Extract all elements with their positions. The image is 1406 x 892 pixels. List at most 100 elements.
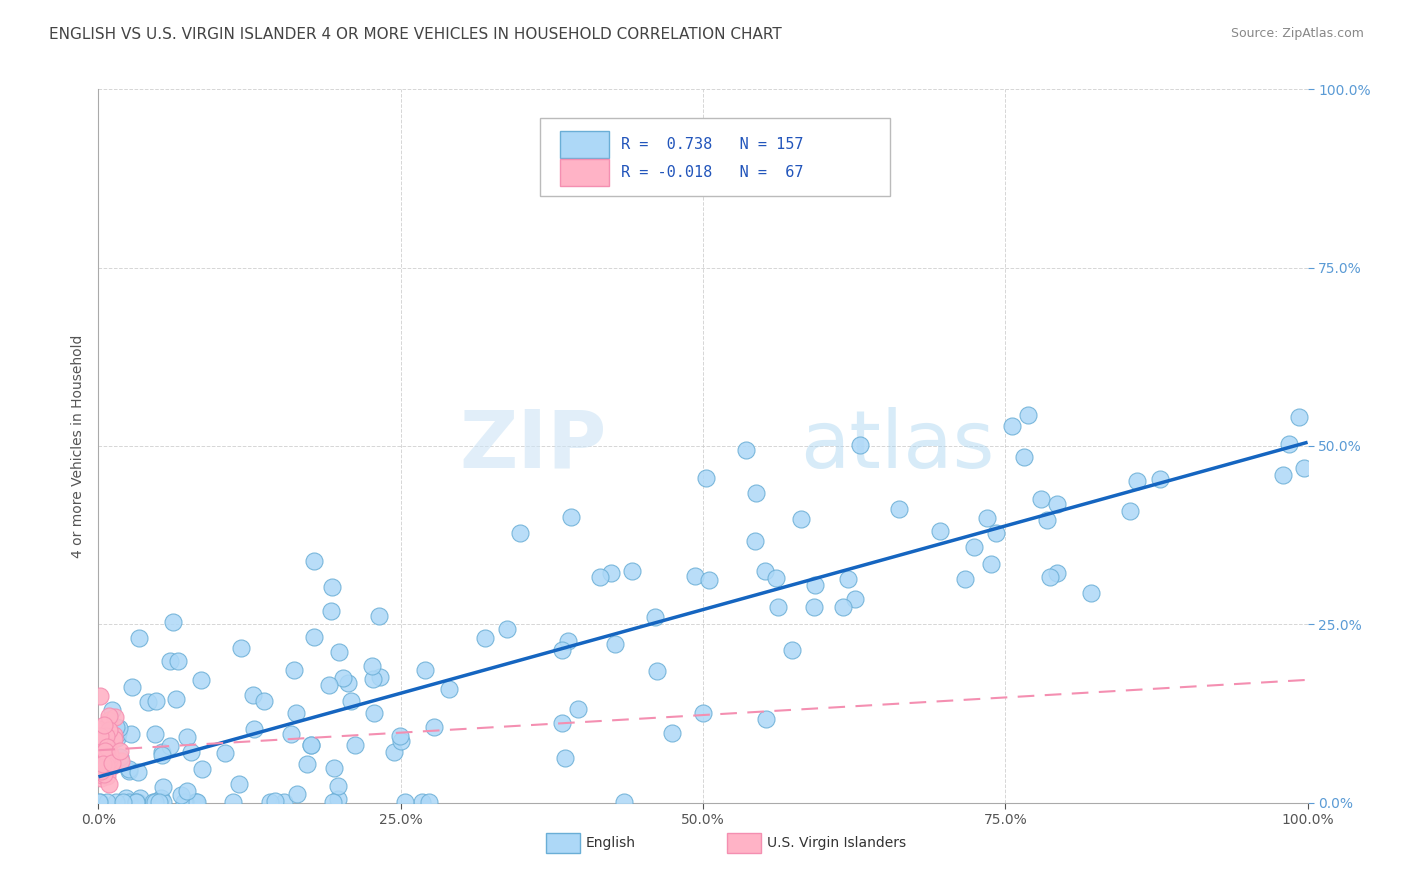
Point <box>280 726 302 740</box>
Point <box>89 731 111 745</box>
Point <box>108 750 131 764</box>
Point <box>149 791 172 805</box>
Point <box>94 746 117 760</box>
Point <box>692 706 714 720</box>
Point <box>162 615 184 629</box>
Point <box>394 795 416 809</box>
Point <box>127 765 149 780</box>
Point <box>152 780 174 795</box>
Text: English: English <box>586 836 636 850</box>
Point <box>136 695 159 709</box>
Point <box>754 564 776 578</box>
Point <box>93 765 115 780</box>
Point <box>90 760 112 774</box>
Point <box>87 763 110 777</box>
Point <box>360 659 382 673</box>
Point <box>228 777 250 791</box>
Point <box>166 654 188 668</box>
Point <box>94 744 117 758</box>
Point <box>474 632 496 646</box>
Point <box>304 630 326 644</box>
Point <box>89 733 111 747</box>
Point <box>150 747 173 762</box>
Point <box>567 702 589 716</box>
Point <box>363 706 385 720</box>
Point <box>299 739 322 753</box>
Point <box>90 723 112 737</box>
Point <box>90 751 112 765</box>
Point <box>1292 460 1315 475</box>
Point <box>1036 513 1059 527</box>
Point <box>1278 437 1301 451</box>
Point <box>173 795 195 809</box>
Text: R =  0.738   N = 157: R = 0.738 N = 157 <box>621 136 803 152</box>
Point <box>125 795 148 809</box>
Point <box>89 732 111 747</box>
Point <box>176 784 198 798</box>
Point <box>143 727 166 741</box>
Point <box>745 486 768 500</box>
Point <box>780 643 803 657</box>
Point <box>103 728 125 742</box>
Point <box>94 761 117 775</box>
Point <box>554 750 576 764</box>
Point <box>94 757 117 772</box>
Point <box>94 756 117 771</box>
Text: ZIP: ZIP <box>458 407 606 485</box>
Point <box>734 443 756 458</box>
Point <box>1046 497 1069 511</box>
Point <box>97 752 120 766</box>
Point <box>186 795 208 809</box>
Point <box>368 609 391 624</box>
Point <box>411 795 433 809</box>
Point <box>101 756 124 770</box>
Point <box>97 776 120 790</box>
Point <box>963 541 986 555</box>
Point <box>328 779 350 793</box>
Point <box>98 744 121 758</box>
Point <box>1118 504 1140 518</box>
Point <box>495 622 517 636</box>
Point <box>343 738 366 752</box>
Point <box>118 764 141 778</box>
Point <box>94 729 117 743</box>
Point <box>318 678 340 692</box>
Point <box>96 749 118 764</box>
Point <box>152 795 174 809</box>
Point <box>699 573 721 587</box>
Point <box>97 713 120 727</box>
Point <box>98 723 121 738</box>
Point <box>844 592 866 607</box>
Point <box>551 716 574 731</box>
Point <box>285 787 308 801</box>
Point <box>953 572 976 586</box>
Point <box>87 764 110 778</box>
Point <box>766 599 789 614</box>
Point <box>93 738 115 752</box>
Point <box>1080 586 1102 600</box>
FancyBboxPatch shape <box>561 130 609 158</box>
Point <box>87 723 110 737</box>
FancyBboxPatch shape <box>727 833 761 853</box>
Point <box>104 709 127 723</box>
Point <box>91 756 114 771</box>
Point <box>105 795 128 809</box>
Point <box>159 739 181 753</box>
Point <box>143 795 166 809</box>
Point <box>243 722 266 736</box>
Point <box>184 795 207 809</box>
Point <box>93 732 115 747</box>
Point <box>1012 450 1035 464</box>
Point <box>90 764 112 778</box>
Point <box>150 746 173 760</box>
Point <box>98 747 121 761</box>
Point <box>418 795 440 809</box>
Point <box>98 747 121 762</box>
Point <box>1001 419 1024 434</box>
Point <box>90 772 112 786</box>
Point <box>159 654 181 668</box>
Point <box>1046 566 1069 580</box>
Point <box>97 709 120 723</box>
Text: Source: ZipAtlas.com: Source: ZipAtlas.com <box>1230 27 1364 40</box>
Point <box>285 706 308 721</box>
